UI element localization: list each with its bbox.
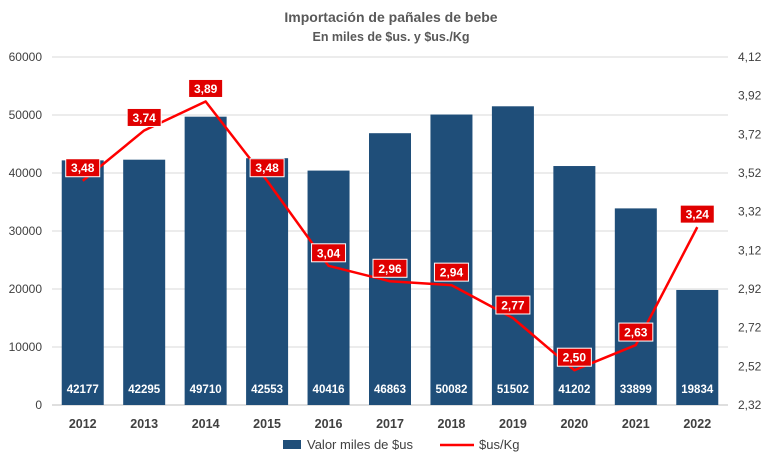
y2-tick-label: 3,72	[738, 127, 762, 141]
y-tick-label: 30000	[9, 224, 43, 238]
line-value-label: 3,04	[311, 243, 347, 263]
line-value-label: 3,74	[126, 107, 162, 127]
bar-value-label: 42177	[67, 384, 99, 396]
line-value-text: 3,04	[317, 246, 341, 260]
x-tick-label: 2017	[376, 417, 404, 431]
bar-value-label: 19834	[681, 384, 714, 396]
x-tick-label: 2021	[622, 417, 650, 431]
line-value-label: 2,94	[433, 262, 469, 282]
y2-tick-label: 3,52	[738, 166, 762, 180]
bar	[61, 160, 104, 405]
line-value-text: 3,89	[194, 82, 218, 96]
x-tick-label: 2016	[315, 417, 343, 431]
line-value-text: 3,48	[71, 161, 95, 175]
line-value-box	[65, 158, 101, 178]
line-value-label: 2,96	[372, 258, 408, 278]
line-value-text: 2,94	[440, 266, 464, 280]
x-tick-label: 2013	[130, 417, 158, 431]
y-tick-label: 20000	[9, 282, 43, 296]
legend-label-bar: Valor miles de $us	[307, 437, 413, 452]
line-value-text: 3,48	[255, 161, 279, 175]
line-data-labels: 3,48 3,74 3,89 3,48 3,04 2,96 2,94 2,77 2,50 2,63…	[65, 78, 715, 367]
bar-value-label: 40416	[313, 384, 345, 396]
line-value-box	[188, 78, 224, 98]
line-value-label: 2,63	[618, 322, 654, 342]
bar-value-label: 41202	[558, 384, 590, 396]
y2-tick-label: 3,92	[738, 89, 762, 103]
bar-value-label: 50082	[435, 384, 467, 396]
line-value-box	[495, 295, 531, 315]
y2-tick-label: 4,12	[738, 50, 762, 64]
chart-subtitle: En miles de $us. y $us./Kg	[312, 30, 469, 44]
line-value-box	[556, 347, 592, 367]
line-value-box	[679, 204, 715, 224]
y2-tick-label: 2,72	[738, 321, 762, 335]
y-tick-label: 40000	[9, 166, 43, 180]
y2-tick-label: 2,52	[738, 359, 762, 373]
y2-tick-label: 2,92	[738, 282, 762, 296]
line-value-label: 2,77	[495, 295, 531, 315]
line-value-box	[618, 322, 654, 342]
x-tick-label: 2014	[192, 417, 220, 431]
price-line	[81, 100, 699, 372]
line-value-text: 2,96	[378, 262, 402, 276]
bar	[614, 208, 657, 405]
bar-value-label: 46863	[374, 384, 406, 396]
bar	[430, 114, 473, 405]
bar-value-label: 33899	[620, 384, 652, 396]
y-axis-left: 0 10000 20000 30000 40000 50000 60000	[9, 50, 43, 412]
legend: Valor miles de $us $us/Kg	[283, 437, 519, 452]
bar-value-label: 51502	[497, 384, 529, 396]
line-value-label: 2,50	[556, 347, 592, 367]
x-tick-label: 2015	[253, 417, 281, 431]
line-value-box	[311, 243, 347, 263]
legend-swatch-bar	[283, 440, 301, 449]
y-tick-label: 50000	[9, 108, 43, 122]
line-value-label: 3,24	[679, 204, 715, 224]
y2-tick-label: 2,32	[738, 398, 762, 412]
bar	[676, 289, 719, 405]
y-tick-label: 10000	[9, 340, 43, 354]
legend-label-line: $us/Kg	[479, 437, 519, 452]
x-tick-label: 2018	[438, 417, 466, 431]
chart-title: Importación de pañales de bebe	[284, 9, 497, 25]
bar	[491, 106, 534, 406]
y2-tick-label: 3,32	[738, 205, 762, 219]
x-tick-label: 2022	[683, 417, 711, 431]
x-axis: 2012 2013 2014 2015 2016 2017 2018 2019 2020 2021…	[69, 417, 711, 431]
bar	[246, 158, 289, 405]
line-value-text: 2,50	[563, 351, 587, 365]
y-axis-right: 2,32 2,52 2,72 2,92 3,12 3,32 3,52 3,72 3,92 4,12	[738, 50, 762, 412]
bar-value-label: 42295	[128, 384, 161, 396]
line-value-label: 3,48	[249, 158, 285, 178]
bar	[123, 159, 166, 405]
bar-value-label: 42553	[251, 384, 283, 396]
bar	[184, 116, 227, 405]
y-tick-label: 60000	[9, 50, 43, 64]
line-value-text: 2,77	[501, 299, 525, 313]
y-tick-label: 0	[35, 398, 42, 412]
line-value-label: 3,89	[188, 78, 224, 98]
bar-value-label: 49710	[190, 384, 222, 396]
x-tick-label: 2012	[69, 417, 97, 431]
bar	[307, 170, 350, 405]
line-series	[81, 100, 699, 372]
line-value-label: 3,48	[65, 158, 101, 178]
line-value-box	[372, 258, 408, 278]
line-value-box	[126, 107, 162, 127]
x-tick-label: 2019	[499, 417, 527, 431]
line-value-box	[433, 262, 469, 282]
line-value-box	[249, 158, 285, 178]
x-tick-label: 2020	[560, 417, 588, 431]
y2-tick-label: 3,12	[738, 243, 762, 257]
line-value-text: 3,74	[133, 111, 157, 125]
line-value-text: 2,63	[624, 326, 648, 340]
bar-data-labels: 42177 42295 49710 42553 40416 46863 50082 51502…	[67, 384, 714, 396]
bar-series	[61, 106, 719, 406]
line-value-text: 3,24	[686, 208, 710, 222]
